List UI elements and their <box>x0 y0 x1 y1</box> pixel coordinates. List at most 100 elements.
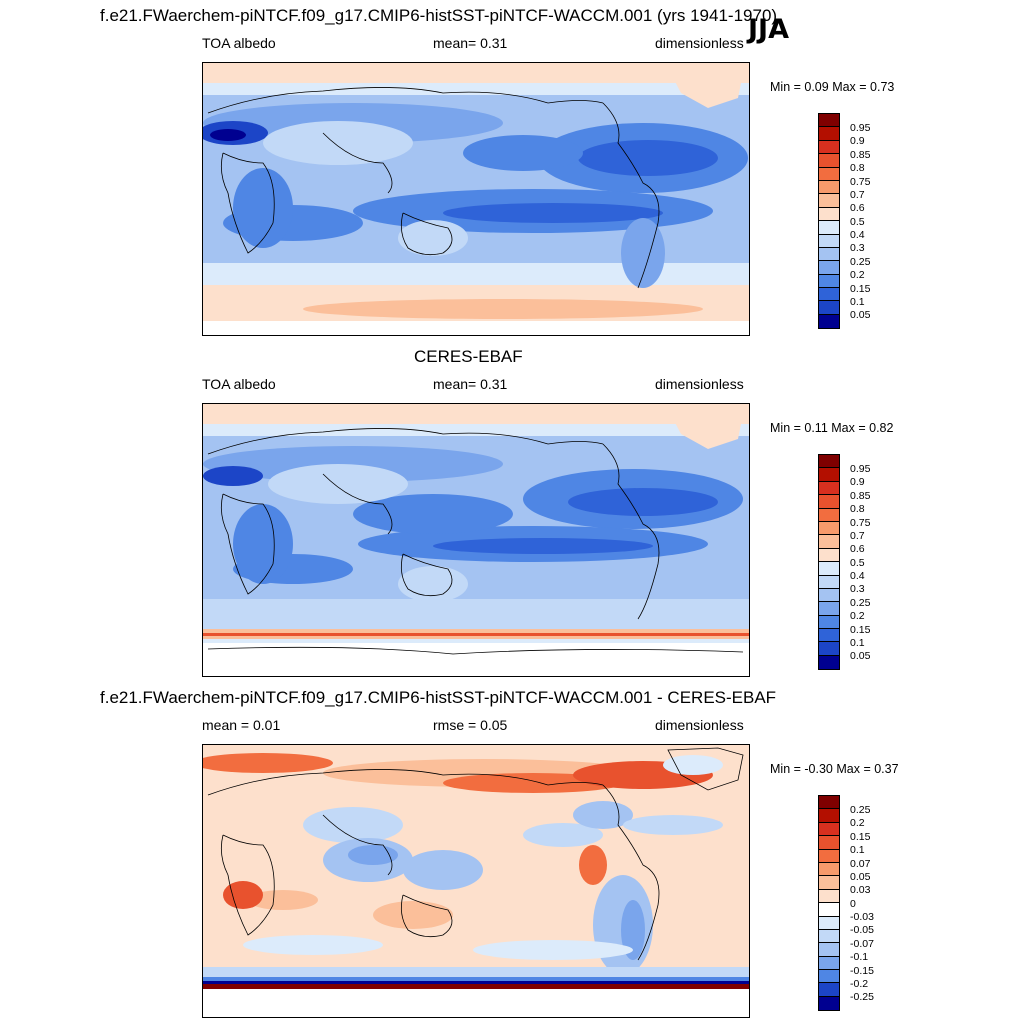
colorbar-segment <box>819 167 839 181</box>
colorbar-tick-label: 0.3 <box>850 242 865 254</box>
colorbar-tick-label: 0.05 <box>850 871 871 883</box>
season-label: JJA <box>748 14 789 45</box>
colorbar-tick-label: 0.2 <box>850 610 865 622</box>
colorbar-segment <box>819 836 839 850</box>
colorbar-tick-label: -0.25 <box>850 991 874 1003</box>
colorbar-tick-label: -0.1 <box>850 951 869 963</box>
colorbar-tick-label: 0.07 <box>850 858 871 870</box>
colorbar-tick-label: 0.15 <box>850 831 871 843</box>
colorbar-tick-label: 0.25 <box>850 597 871 609</box>
colorbar-segment <box>819 876 839 890</box>
panel-model-variable: TOA albedo <box>202 35 276 51</box>
colorbar-segment <box>819 234 839 248</box>
panel-diff-colorbar <box>818 795 840 1012</box>
colorbar-segment <box>819 221 839 235</box>
colorbar-tick-label: 0.95 <box>850 122 871 134</box>
colorbar-segment <box>819 956 839 971</box>
colorbar-segment <box>819 575 839 589</box>
colorbar-tick-label: 0.2 <box>850 269 865 281</box>
colorbar-tick-label: 0.15 <box>850 624 871 636</box>
colorbar-segment <box>819 301 839 315</box>
colorbar-tick-label: 0.4 <box>850 570 865 582</box>
panel-model-mean: mean= 0.31 <box>433 35 508 51</box>
colorbar-tick-label: 0.15 <box>850 283 871 295</box>
colorbar-segment <box>819 903 839 917</box>
colorbar-tick-label: 0.85 <box>850 490 871 502</box>
panel-diff-title: f.e21.FWaerchem-piNTCF.f09_g17.CMIP6-his… <box>100 688 777 707</box>
panel-diff-minmax: Min = -0.30 Max = 0.37 <box>770 762 899 776</box>
colorbar-segment <box>819 562 839 576</box>
colorbar-tick-label: -0.15 <box>850 965 874 977</box>
colorbar-segment <box>819 508 839 522</box>
colorbar-segment <box>819 809 839 823</box>
colorbar-segment <box>819 180 839 195</box>
colorbar-segment <box>819 983 839 997</box>
panel-diff-mean: mean = 0.01 <box>202 717 281 733</box>
colorbar-tick-label: 0.9 <box>850 476 865 488</box>
colorbar-tick-label: 0.9 <box>850 135 865 147</box>
colorbar-segment <box>819 602 839 616</box>
colorbar-segment <box>819 127 839 141</box>
colorbar-segment <box>819 642 839 656</box>
colorbar-tick-label: -0.07 <box>850 938 874 950</box>
colorbar-segment <box>819 535 839 549</box>
panel-model-title: f.e21.FWaerchem-piNTCF.f09_g17.CMIP6-his… <box>100 6 778 25</box>
colorbar-tick-label: -0.2 <box>850 978 869 990</box>
colorbar-segment <box>819 916 839 930</box>
colorbar-tick-label: 0.1 <box>850 844 865 856</box>
colorbar-tick-label: 0.25 <box>850 804 871 816</box>
panel-obs-map <box>202 403 750 677</box>
colorbar-segment <box>819 495 839 509</box>
colorbar-tick-label: 0.6 <box>850 543 865 555</box>
colorbar-tick-label: 0.25 <box>850 256 871 268</box>
panel-model-minmax: Min = 0.09 Max = 0.73 <box>770 80 895 94</box>
panel-obs-variable: TOA albedo <box>202 376 276 392</box>
colorbar-tick-label: 0.7 <box>850 530 865 542</box>
colorbar-segment <box>819 615 839 630</box>
colorbar-segment <box>819 548 839 563</box>
colorbar-segment <box>819 481 839 496</box>
colorbar-segment <box>819 207 839 222</box>
colorbar-tick-label: 0.05 <box>850 650 871 662</box>
colorbar-segment <box>819 629 839 643</box>
panel-diff-map <box>202 744 750 1018</box>
colorbar-tick-label: 0.75 <box>850 176 871 188</box>
panel-obs-colorbar <box>818 454 840 671</box>
colorbar-segment <box>819 468 839 482</box>
colorbar-tick-label: -0.05 <box>850 924 874 936</box>
colorbar-tick-label: 0 <box>850 898 856 910</box>
colorbar-segment <box>819 274 839 289</box>
colorbar-tick-label: 0.95 <box>850 463 871 475</box>
panel-diff-units: dimensionless <box>655 717 744 733</box>
panel-diff-rmse: rmse = 0.05 <box>433 717 508 733</box>
colorbar-segment <box>819 849 839 863</box>
colorbar-segment <box>819 889 839 904</box>
colorbar-segment <box>819 455 839 469</box>
panel-model-colorbar <box>818 113 840 330</box>
panel-obs-minmax: Min = 0.11 Max = 0.82 <box>770 421 894 435</box>
colorbar-segment <box>819 588 839 603</box>
colorbar-tick-label: 0.7 <box>850 189 865 201</box>
colorbar-segment <box>819 114 839 128</box>
colorbar-segment <box>819 140 839 155</box>
colorbar-segment <box>819 314 839 329</box>
colorbar-segment <box>819 943 839 957</box>
colorbar-segment <box>819 261 839 275</box>
colorbar-tick-label: 0.03 <box>850 884 871 896</box>
colorbar-tick-label: 0.4 <box>850 229 865 241</box>
colorbar-tick-label: 0.6 <box>850 202 865 214</box>
colorbar-segment <box>819 796 839 810</box>
panel-obs-title: CERES-EBAF <box>414 347 523 366</box>
colorbar-tick-label: 0.5 <box>850 216 865 228</box>
colorbar-tick-label: 0.1 <box>850 637 865 649</box>
colorbar-tick-label: 0.5 <box>850 557 865 569</box>
colorbar-segment <box>819 655 839 670</box>
colorbar-segment <box>819 862 839 877</box>
colorbar-tick-label: 0.1 <box>850 296 865 308</box>
panel-model-map <box>202 62 750 336</box>
colorbar-segment <box>819 996 839 1011</box>
colorbar-segment <box>819 288 839 302</box>
panel-obs-units: dimensionless <box>655 376 744 392</box>
colorbar-tick-label: 0.8 <box>850 162 865 174</box>
colorbar-segment <box>819 970 839 984</box>
